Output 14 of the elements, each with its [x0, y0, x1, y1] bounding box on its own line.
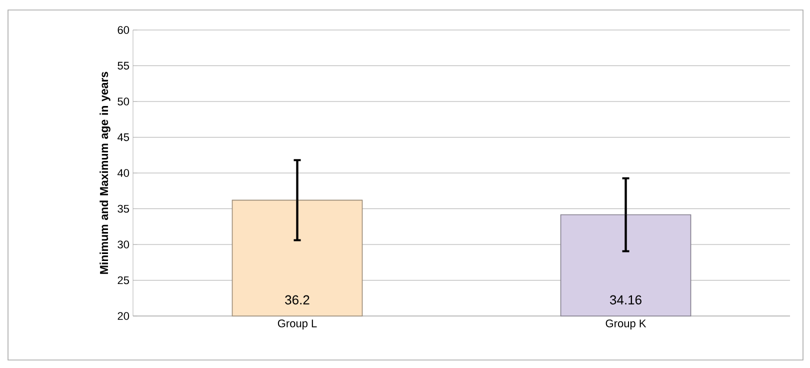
x-tick-label: Group L: [278, 320, 317, 330]
x-tick-label: Group K: [606, 320, 646, 330]
y-tick-label: 20: [118, 312, 130, 320]
y-tick-label: 60: [118, 26, 130, 34]
data-label: 34.16: [610, 295, 642, 304]
y-tick-label: 35: [118, 204, 130, 213]
y-tick-label: 50: [118, 98, 130, 106]
y-tick-label: 40: [118, 169, 130, 177]
y-tick-label: 55: [118, 62, 130, 70]
y-tick-label: 30: [118, 240, 130, 248]
y-tick-label: 45: [118, 133, 130, 142]
data-label: 36.2: [285, 295, 310, 304]
y-axis-title: Minimum and Maximum age in years: [100, 72, 110, 274]
y-tick-label: 25: [118, 276, 130, 284]
